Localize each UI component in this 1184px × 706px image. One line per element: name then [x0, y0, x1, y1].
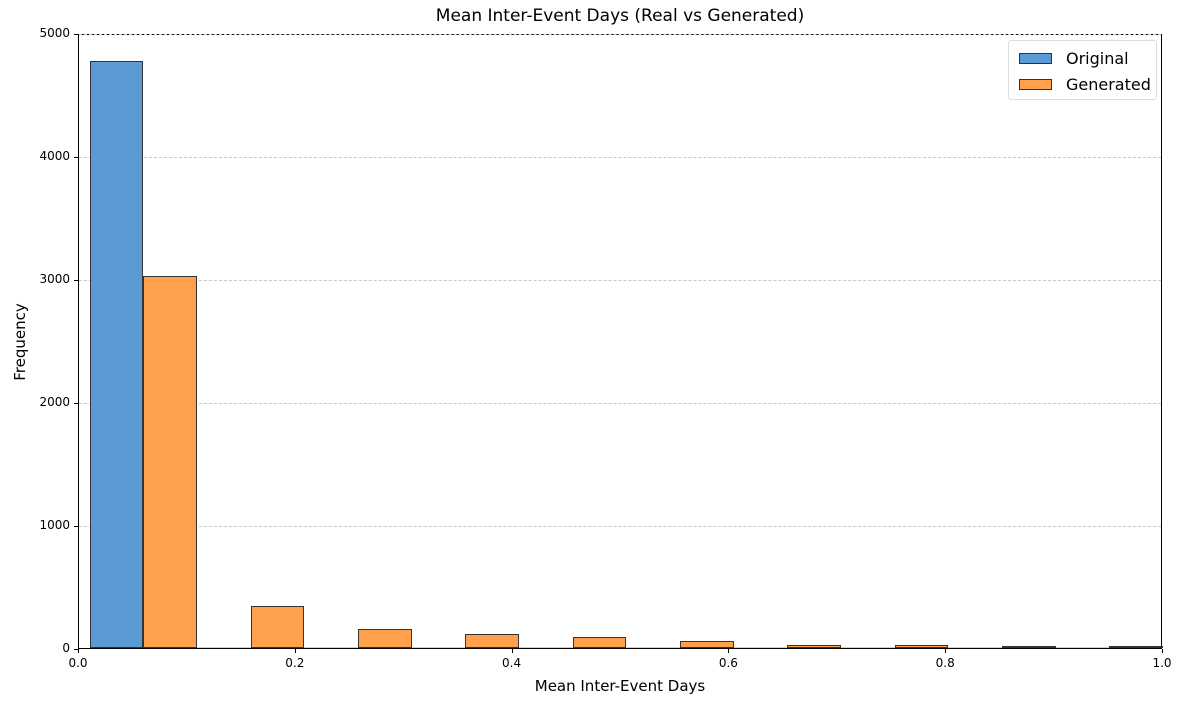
bar-original [841, 647, 895, 648]
bar-original [411, 647, 466, 648]
legend-label-original: Original [1066, 48, 1129, 68]
chart-title: Mean Inter-Event Days (Real vs Generated… [435, 6, 805, 26]
x-tick [511, 649, 513, 653]
grid-line [79, 280, 1161, 281]
bar-original [89, 61, 144, 648]
y-tick [74, 403, 78, 404]
y-tick-label: 4000 [39, 149, 70, 163]
bar-original [304, 647, 359, 648]
bar-original [1055, 647, 1110, 648]
bar-generated [680, 641, 734, 648]
bar-original [197, 647, 251, 648]
y-tick [74, 34, 78, 35]
legend: Original Generated [1008, 40, 1157, 100]
y-tick-label: 0 [62, 641, 70, 655]
legend-label-generated: Generated [1066, 74, 1151, 94]
grid-line [79, 157, 1161, 158]
bar-generated [143, 275, 198, 648]
x-tick-label: 0.6 [718, 656, 738, 670]
y-tick-label: 2000 [39, 395, 70, 409]
bar-generated [465, 633, 520, 648]
bar-generated [894, 644, 949, 648]
x-tick [1162, 649, 1163, 653]
y-tick-label: 1000 [39, 518, 70, 532]
x-axis-label: Mean Inter-Event Days [534, 677, 706, 695]
y-tick [74, 526, 78, 527]
x-tick-label: 0.8 [935, 656, 955, 670]
x-tick [78, 649, 79, 653]
x-tick [294, 649, 296, 653]
x-tick-label: 1.0 [1152, 656, 1172, 670]
legend-item-generated: Generated [1019, 74, 1151, 94]
bar-original [519, 647, 573, 648]
grid-line [79, 403, 1161, 404]
legend-swatch-original [1019, 52, 1052, 64]
legend-item-original: Original [1019, 48, 1129, 68]
bar-generated [572, 636, 627, 648]
x-tick-label: 0.0 [68, 656, 88, 670]
x-tick-label: 0.2 [285, 656, 305, 670]
y-tick-label: 3000 [39, 272, 70, 286]
x-tick [945, 649, 947, 653]
grid-line [79, 34, 1161, 35]
x-tick-label: 0.4 [502, 656, 522, 670]
x-tick [728, 649, 730, 653]
grid-line [79, 526, 1161, 527]
y-tick [74, 649, 78, 650]
bar-generated [787, 644, 842, 648]
bar-generated [1109, 646, 1163, 648]
bar-original [948, 647, 1003, 648]
bar-original [733, 647, 788, 648]
y-tick-label: 5000 [39, 26, 70, 40]
legend-swatch-generated [1019, 78, 1052, 90]
y-axis-label: Frequency [11, 303, 29, 381]
bar-generated [250, 606, 305, 648]
plot-area [78, 34, 1163, 649]
y-tick [74, 280, 78, 281]
bar-generated [358, 628, 412, 648]
bar-generated [1002, 646, 1056, 648]
y-tick [74, 157, 78, 158]
bar-original [626, 647, 681, 648]
